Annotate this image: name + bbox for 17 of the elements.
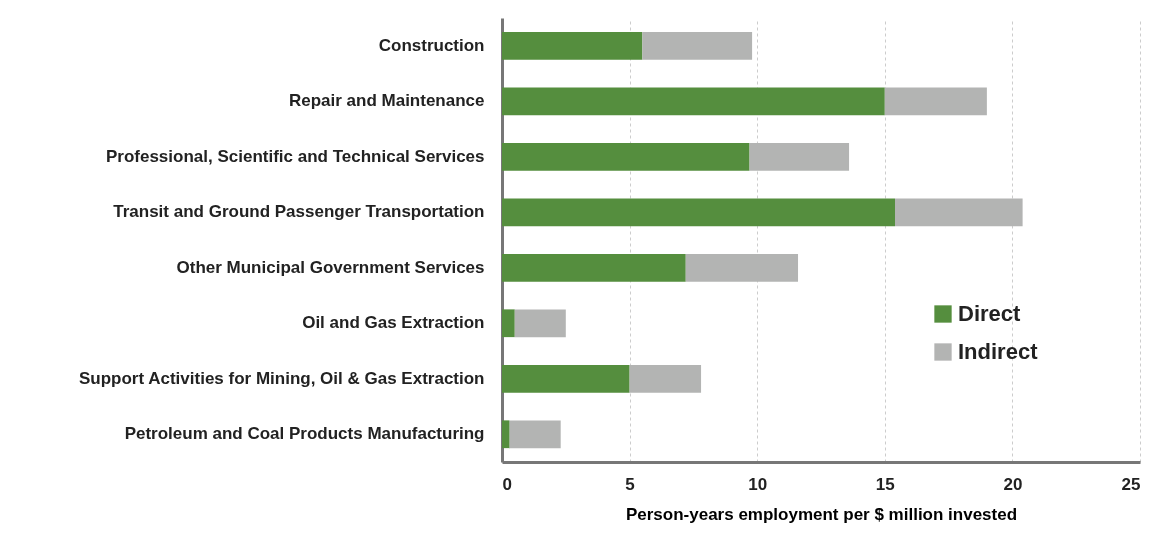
x-tick-label: 0 xyxy=(502,474,512,494)
x-tick-label: 10 xyxy=(748,474,768,494)
x-tick-label: 5 xyxy=(625,474,635,494)
x-axis-title: Person-years employment per $ million invested xyxy=(625,504,1018,524)
x-tick-label: 20 xyxy=(1003,474,1023,494)
y-tick-label: Transit and Ground Passenger Transportation xyxy=(113,202,485,222)
legend-label: Direct xyxy=(958,301,1022,326)
y-tick-label: Professional, Scientific and Technical Services xyxy=(105,146,485,166)
y-tick-label: Construction xyxy=(378,35,485,55)
y-tick-label: Petroleum and Coal Products Manufacturing xyxy=(124,424,485,444)
legend-label: Indirect xyxy=(958,339,1039,364)
x-tick-label: 25 xyxy=(1121,474,1141,494)
y-tick-label: Support Activities for Mining, Oil & Gas Extraction xyxy=(78,368,485,388)
y-tick-label: Repair and Maintenance xyxy=(288,91,485,111)
x-tick-label: 15 xyxy=(875,474,895,494)
y-tick-label: Oil and Gas Extraction xyxy=(302,313,485,333)
y-tick-label: Other Municipal Government Services xyxy=(176,257,485,277)
